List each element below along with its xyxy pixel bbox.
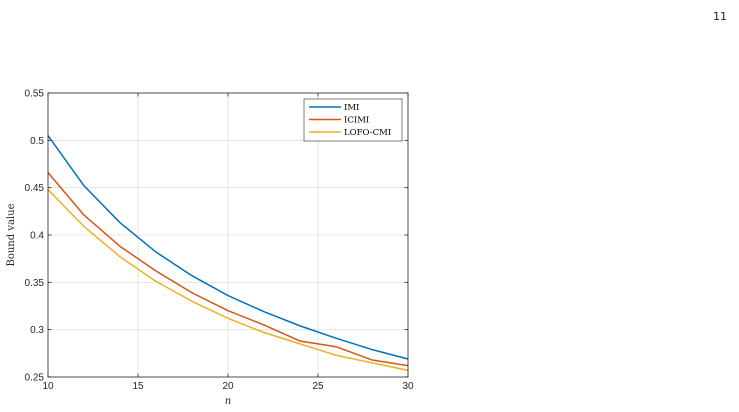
legend-label-lofo-cmi: LOFO-CMI [344,128,391,138]
y-tick-label-0.45: 0.45 [25,183,45,194]
legend: IMI ICIMI LOFO-CMI [303,98,403,142]
y-tick-label-0.35: 0.35 [25,278,45,289]
series-lines [47,135,409,372]
x-tick-label-20: 20 [222,381,234,392]
legend-label-icimi: ICIMI [344,116,369,126]
x-tick-label-25: 25 [312,381,324,392]
y-tick-label-0.55: 0.55 [25,89,45,100]
page-number: 11 [713,10,727,23]
y-tick-label-0.3: 0.3 [30,325,44,336]
y-tick-label-0.25: 0.25 [25,373,45,384]
axis-ticks: 10 15 20 25 30 0.25 0.3 0.35 0.4 0.45 0.5 0.55 [25,89,414,393]
series-line-imi [47,135,409,360]
series-line-icimi [47,172,409,367]
y-tick-label-0.5: 0.5 [30,136,44,147]
x-tick-label-15: 15 [132,381,144,392]
x-tick-label-10: 10 [42,381,54,392]
legend-label-imi: IMI [344,103,359,113]
y-tick-label-0.4: 0.4 [30,231,44,242]
x-axis-label: n [225,396,231,407]
x-tick-label-30: 30 [402,381,414,392]
y-axis-label: Bound value [6,203,17,266]
series-line-lofo-cmi [47,189,409,372]
